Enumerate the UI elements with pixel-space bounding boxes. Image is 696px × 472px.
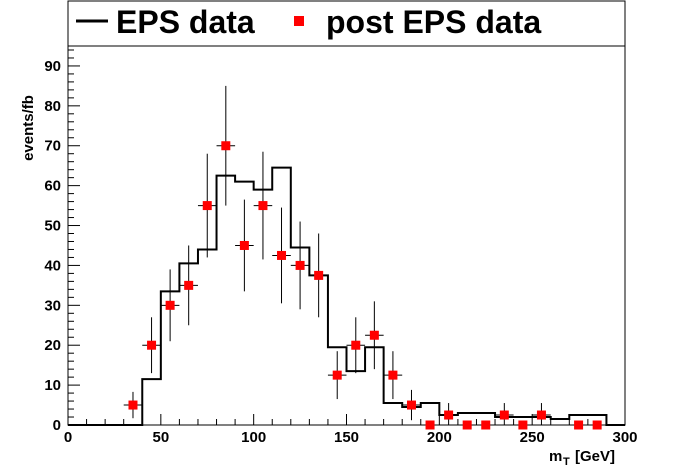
post-eps-marker <box>369 330 379 340</box>
eps-data-step-line <box>68 166 625 426</box>
legend: EPS data post EPS data <box>67 0 626 47</box>
post-eps-marker <box>406 400 416 410</box>
post-eps-data-point <box>365 301 384 370</box>
post-eps-data-point <box>587 420 607 430</box>
post-eps-data-point <box>179 245 198 326</box>
post-eps-data-point <box>197 153 217 258</box>
post-eps-marker <box>574 420 584 430</box>
y-tick-label: 60 <box>44 178 61 195</box>
post-eps-data-point <box>346 317 366 374</box>
post-eps-marker <box>165 300 175 310</box>
post-eps-marker <box>184 280 194 290</box>
post-eps-data-point <box>290 221 310 310</box>
y-tick-label: 20 <box>44 337 61 354</box>
post-eps-data-point <box>457 420 477 430</box>
x-axis-title-unit: [GeV] <box>575 448 615 465</box>
post-eps-marker <box>202 201 212 211</box>
post-eps-data-point <box>569 420 588 430</box>
y-tick-label: 70 <box>44 138 61 155</box>
x-axis-title: m T [GeV] <box>549 448 615 468</box>
post-eps-data-point <box>272 207 291 304</box>
x-tick-label: 150 <box>334 429 359 446</box>
post-eps-marker <box>536 410 546 420</box>
post-eps-data-point <box>383 351 403 400</box>
post-eps-data-point <box>309 233 328 318</box>
post-eps-data-point <box>327 351 347 400</box>
post-eps-marker <box>481 420 491 430</box>
x-tick-label: 300 <box>612 429 637 446</box>
post-eps-data-point <box>532 403 551 425</box>
post-eps-marker <box>462 420 472 430</box>
legend-label-eps: EPS data <box>116 4 255 40</box>
post-eps-marker <box>425 420 435 430</box>
y-tick-label: 0 <box>53 417 61 434</box>
y-tick-label: 40 <box>44 257 61 274</box>
post-eps-data-point <box>253 151 273 260</box>
post-eps-data-point <box>513 420 533 430</box>
x-axis-title-main: m <box>549 448 562 465</box>
post-eps-data-point <box>439 403 458 425</box>
post-eps-marker <box>592 420 602 430</box>
x-axis-title-subscript: T <box>563 456 570 468</box>
y-tick-label: 90 <box>44 58 61 75</box>
y-tick-label: 80 <box>44 98 61 115</box>
plot-area: 0 50 100 150 200 250 300 0 10 20 30 40 50 60 70 80 90 <box>44 45 638 446</box>
post-eps-marker <box>221 141 231 151</box>
post-eps-marker <box>332 370 342 380</box>
x-tick-label: 50 <box>152 429 169 446</box>
post-eps-marker <box>239 240 249 250</box>
post-eps-data-point <box>420 420 440 430</box>
post-eps-data-point <box>160 269 180 342</box>
y-tick-label: 50 <box>44 218 61 235</box>
y-axis-title: events/fb <box>20 95 37 161</box>
post-eps-marker <box>147 340 157 350</box>
post-eps-marker <box>295 260 305 270</box>
legend-label-post-eps: post EPS data <box>326 4 541 40</box>
x-tick-label: 100 <box>241 429 266 446</box>
post-eps-data-point <box>402 389 421 421</box>
post-eps-marker <box>277 250 287 260</box>
post-eps-marker <box>444 410 454 420</box>
post-eps-data-point <box>235 199 254 292</box>
post-eps-data-point <box>142 317 161 374</box>
post-eps-data-point <box>495 403 514 425</box>
post-eps-data-point <box>476 420 496 430</box>
x-tick-label: 250 <box>520 429 545 446</box>
post-eps-marker <box>351 340 361 350</box>
x-tick-label: 200 <box>427 429 452 446</box>
x-tick-label: 0 <box>64 429 72 446</box>
post-eps-marker <box>258 201 268 211</box>
post-eps-marker <box>128 400 138 410</box>
post-eps-data-point <box>123 391 143 419</box>
post-eps-marker <box>499 410 509 420</box>
legend-marker-swatch <box>294 16 304 26</box>
post-eps-marker <box>388 370 398 380</box>
y-tick-label: 10 <box>44 377 61 394</box>
post-eps-marker <box>518 420 528 430</box>
post-eps-marker <box>314 270 324 280</box>
post-eps-data-point <box>216 85 236 206</box>
y-tick-label: 30 <box>44 297 61 314</box>
